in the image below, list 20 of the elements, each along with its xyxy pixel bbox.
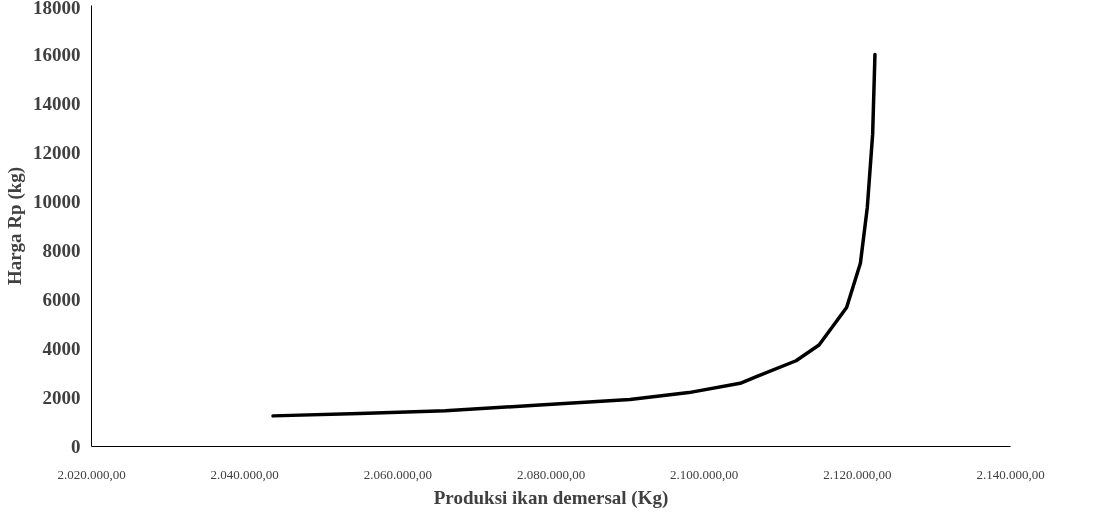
y-tick-label: 6000 xyxy=(42,289,81,310)
line-series xyxy=(271,52,877,418)
y-tick-label: 4000 xyxy=(42,338,81,359)
y-tick-label: 2000 xyxy=(42,387,81,408)
y-tick-label: 12000 xyxy=(33,142,81,163)
y-tick-label: 14000 xyxy=(33,93,81,114)
y-tick-label: 16000 xyxy=(33,44,81,65)
y-tick-label: 0 xyxy=(71,436,81,457)
y-tick-label: 8000 xyxy=(42,240,81,261)
x-tick-label: 2.080.000,00 xyxy=(516,466,586,482)
x-tick-label: 2.020.000,00 xyxy=(57,466,126,482)
x-tick-label: 2.100.000,00 xyxy=(670,466,739,482)
x-tick-label: 2.140.000,00 xyxy=(976,466,1045,482)
x-tick-label: 2.120.000,00 xyxy=(823,466,892,482)
x-tick-label: 2.060.000,00 xyxy=(363,466,432,482)
y-tick-label: 18000 xyxy=(33,0,81,18)
x-tick-label: 2.040.000,00 xyxy=(210,466,279,482)
x-axis-title: Produksi ikan demersal (Kg) xyxy=(433,486,669,509)
y-axis-title: Harga Rp (kg) xyxy=(4,166,26,286)
y-tick-label: 10000 xyxy=(33,191,81,212)
